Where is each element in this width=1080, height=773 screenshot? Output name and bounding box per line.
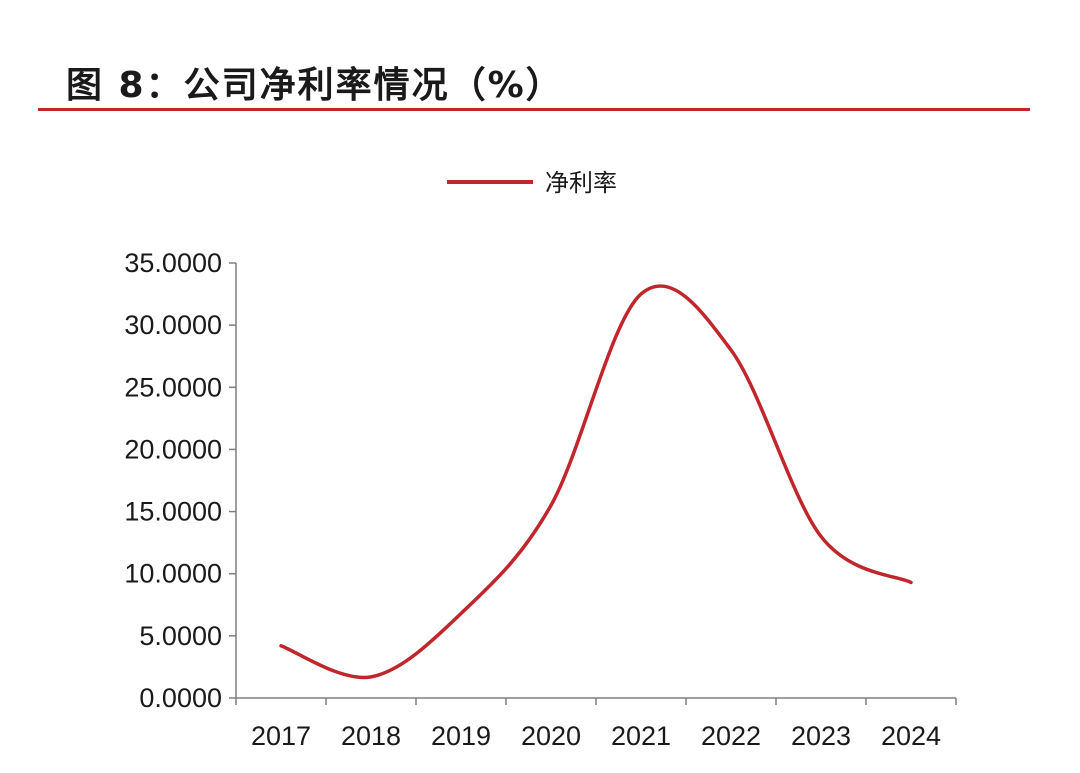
title-underline	[38, 108, 1030, 111]
x-tick-label: 2021	[611, 721, 671, 751]
x-tick-label: 2022	[701, 721, 761, 751]
x-tick-label: 2017	[251, 721, 311, 751]
x-tick-label: 2020	[521, 721, 581, 751]
y-tick-label: 15.0000	[124, 497, 222, 527]
y-tick-label: 25.0000	[124, 372, 222, 402]
y-tick-label: 10.0000	[124, 559, 222, 589]
y-tick-label: 5.0000	[139, 621, 222, 651]
x-tick-label: 2023	[791, 721, 851, 751]
series-line-0	[279, 284, 913, 680]
x-tick-label: 2018	[341, 721, 401, 751]
chart-title: 图 8：公司净利率情况（%）	[66, 65, 564, 106]
x-axis: 2017 2018 2019 2020 2021 2022 2023 2024	[235, 697, 957, 751]
x-tick-label: 2024	[881, 721, 941, 751]
y-tick-label: 0.0000	[139, 683, 222, 713]
y-tick-label: 20.0000	[124, 434, 222, 464]
legend: 净利率	[447, 169, 617, 197]
x-tick-label: 2019	[431, 721, 491, 751]
plot-area	[279, 284, 913, 680]
legend-label: 净利率	[545, 169, 617, 197]
y-tick-label: 35.0000	[124, 248, 222, 278]
y-axis: 0.0000 5.0000 10.0000 15.0000 20.0000 25.0000…	[124, 248, 237, 713]
y-tick-label: 30.0000	[124, 310, 222, 340]
